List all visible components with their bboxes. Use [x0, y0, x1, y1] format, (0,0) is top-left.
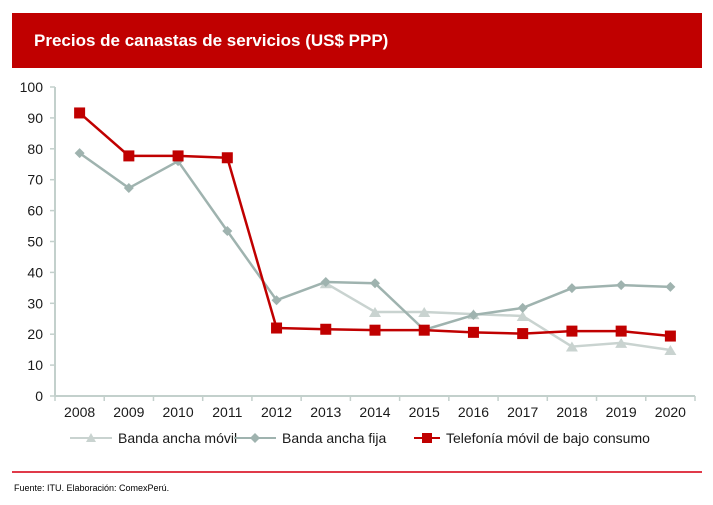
square-marker: [664, 330, 676, 342]
square-marker: [172, 150, 184, 162]
chart-title-banner: Precios de canastas de servicios (US$ PP…: [12, 13, 702, 68]
y-tick-label: 50: [27, 234, 43, 250]
square-marker: [517, 328, 529, 340]
square-marker: [320, 323, 332, 335]
triangle-marker: [516, 310, 529, 321]
triangle-marker: [664, 344, 677, 355]
diamond-marker: [566, 283, 577, 294]
footer-separator: [12, 471, 702, 473]
x-tick-label: 2014: [359, 404, 390, 420]
square-marker: [221, 152, 233, 164]
y-tick-label: 10: [27, 357, 43, 373]
diamond-marker: [616, 280, 627, 291]
diamond-marker: [665, 281, 676, 292]
x-tick-label: 2017: [507, 404, 538, 420]
square-marker: [615, 325, 627, 337]
chart-title: Precios de canastas de servicios (US$ PP…: [34, 31, 389, 50]
y-tick-label: 80: [27, 141, 43, 157]
x-tick-label: 2015: [409, 404, 440, 420]
diamond-marker: [370, 278, 380, 289]
series-banda-ancha-fija: [74, 148, 676, 335]
legend-item-banda-ancha-movil: Banda ancha móvil: [68, 430, 237, 446]
square-marker: [467, 326, 479, 338]
legend-item-banda-ancha-fija: Banda ancha fija: [232, 430, 386, 446]
square-marker: [418, 324, 430, 336]
legend: Banda ancha móvil Banda ancha fija Telef…: [0, 430, 713, 452]
x-tick-label: 2019: [606, 404, 637, 420]
square-marker: [369, 324, 381, 336]
series-group: [74, 107, 677, 355]
triangle-marker: [369, 306, 381, 317]
legend-label: Banda ancha fija: [282, 430, 387, 446]
x-tick-label: 2011: [212, 404, 242, 420]
x-tick-label: 2009: [113, 404, 144, 420]
square-marker-icon: [414, 433, 440, 443]
y-tick-label: 40: [27, 264, 43, 280]
x-tick-label: 2016: [458, 404, 489, 420]
x-tick-label: 2013: [310, 404, 341, 420]
square-marker: [566, 325, 578, 337]
diamond-marker: [123, 183, 134, 194]
legend-item-telefonia-movil: Telefonía móvil de bajo consumo: [412, 430, 650, 446]
diamond-marker-icon: [234, 433, 276, 443]
diamond-marker: [74, 148, 85, 159]
triangle-marker: [615, 337, 628, 348]
triangle-marker: [418, 306, 431, 317]
diamond-marker: [222, 225, 233, 236]
diamond-marker: [517, 302, 528, 313]
y-tick-label: 20: [27, 326, 43, 342]
y-tick-label: 60: [27, 203, 43, 219]
x-tick-label: 2008: [64, 404, 95, 420]
x-tick-label: 2012: [261, 404, 292, 420]
diamond-marker: [468, 310, 479, 321]
y-tick-label: 70: [27, 172, 43, 188]
series-line: [325, 282, 671, 352]
series-banda-ancha-m-vil: [319, 278, 677, 355]
axes: 0 10 20 30 40 50 60 70 80 90 100 2008 2009 2010 2011 20…: [20, 79, 696, 420]
y-tick-label: 30: [27, 295, 43, 311]
square-marker: [74, 107, 86, 119]
diamond-marker: [320, 276, 331, 287]
legend-label: Telefonía móvil de bajo consumo: [446, 430, 650, 446]
square-marker: [271, 322, 283, 334]
triangle-marker-icon: [70, 433, 112, 442]
x-tick-label: 2010: [162, 404, 193, 420]
x-tick-label: 2018: [556, 404, 587, 420]
triangle-marker: [565, 341, 578, 352]
y-tick-label: 100: [20, 79, 44, 95]
y-tick-label: 90: [27, 110, 43, 126]
series-line: [78, 152, 671, 332]
square-marker: [123, 150, 135, 162]
y-tick-label: 0: [35, 388, 43, 404]
diamond-marker: [271, 295, 282, 306]
line-chart: 0 10 20 30 40 50 60 70 80 90 100 2008 2009 2010 2011 20…: [20, 79, 696, 420]
x-tick-label: 2020: [655, 404, 686, 420]
series-line: [78, 112, 671, 338]
source-note: Fuente: ITU. Elaboración: ComexPerú.: [14, 483, 170, 493]
legend-label: Banda ancha móvil: [118, 430, 238, 446]
series-telefon-a-m-vil-de-bajo-consumo: [74, 107, 676, 342]
